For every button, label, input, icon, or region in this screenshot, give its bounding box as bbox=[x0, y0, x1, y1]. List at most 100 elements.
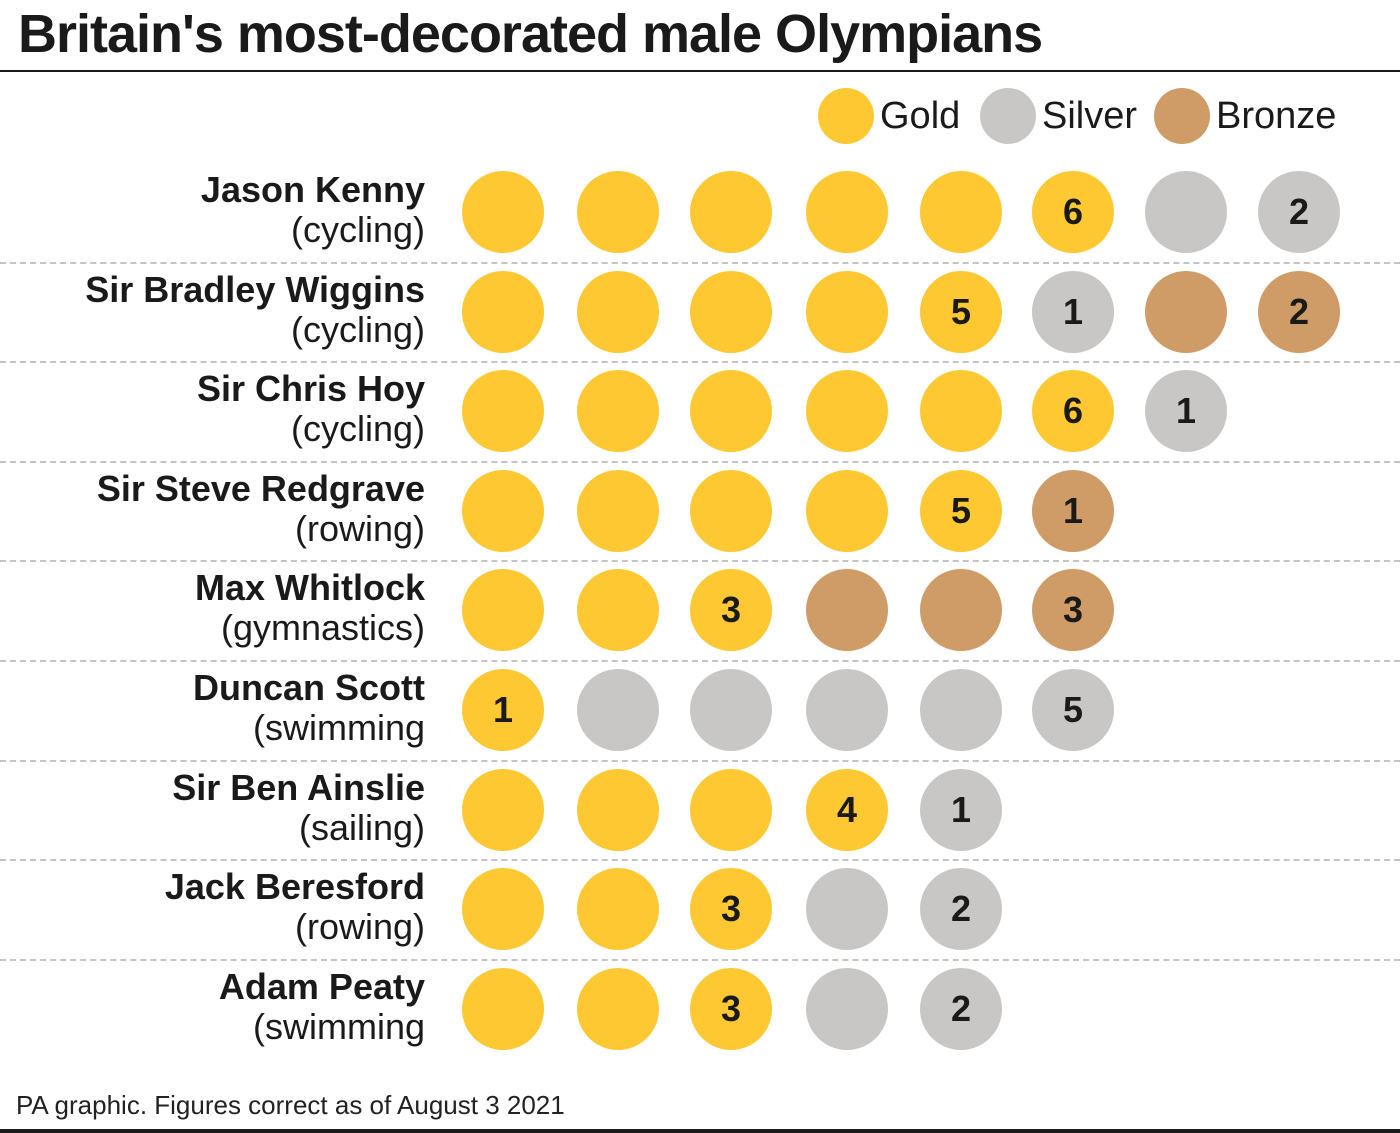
athlete-sport: (cycling) bbox=[290, 408, 425, 450]
gold-medal bbox=[690, 768, 772, 851]
gold-medal bbox=[577, 171, 659, 253]
legend-item-gold: Gold bbox=[818, 88, 960, 144]
legend-label-bronze: Bronze bbox=[1216, 95, 1337, 137]
bronze-medal bbox=[920, 569, 1002, 652]
gold-medal bbox=[806, 171, 888, 253]
row-divider bbox=[0, 361, 1400, 364]
gold-medal bbox=[690, 469, 772, 552]
silver-medal bbox=[806, 868, 888, 951]
gold-medal bbox=[806, 270, 888, 353]
row-divider bbox=[0, 261, 1400, 264]
silver-medal-count: 2 bbox=[920, 868, 1002, 951]
gold-medal-count: 3 bbox=[690, 868, 772, 951]
athlete-label: Jack Beresford (rowing) bbox=[165, 867, 425, 947]
row-divider bbox=[0, 660, 1400, 662]
row-divider bbox=[0, 460, 1400, 463]
athlete-sport: (rowing) bbox=[294, 507, 425, 549]
legend-label-gold: Gold bbox=[880, 95, 961, 137]
gold-medal bbox=[577, 768, 659, 851]
legend-swatch-gold bbox=[818, 88, 874, 144]
gold-medal bbox=[577, 370, 659, 453]
bronze-medal bbox=[806, 569, 888, 652]
gold-medal-count: 3 bbox=[690, 967, 772, 1050]
gold-medal bbox=[920, 370, 1002, 453]
gold-medal bbox=[462, 370, 544, 453]
gold-medal bbox=[577, 868, 659, 951]
athlete-sport: (gymnastics) bbox=[220, 607, 425, 649]
bronze-medal-count: 2 bbox=[1258, 270, 1340, 353]
gold-medal-count: 5 bbox=[920, 469, 1002, 552]
row-divider bbox=[0, 759, 1400, 762]
legend-swatch-bronze bbox=[1154, 88, 1210, 144]
silver-medal-count: 1 bbox=[1032, 270, 1114, 353]
gold-medal bbox=[577, 469, 659, 552]
athlete-sport: (sailing) bbox=[298, 806, 425, 848]
athlete-name: Adam Peaty bbox=[218, 965, 425, 1007]
legend-label-silver: Silver bbox=[1042, 95, 1138, 137]
gold-medal-count: 6 bbox=[1032, 171, 1114, 253]
source-note: PA graphic. Figures correct as of August… bbox=[16, 1090, 565, 1120]
gold-medal bbox=[462, 768, 544, 851]
athlete-label: Sir Steve Redgrave (rowing) bbox=[96, 467, 425, 549]
gold-medal bbox=[806, 469, 888, 552]
athlete-name: Max Whitlock bbox=[194, 567, 425, 609]
bronze-medal bbox=[1145, 270, 1227, 353]
row-divider bbox=[0, 560, 1400, 563]
gold-medal-count: 6 bbox=[1032, 370, 1114, 453]
gold-medal bbox=[690, 270, 772, 353]
athlete-sport: (rowing) bbox=[294, 906, 425, 948]
row-divider bbox=[0, 958, 1400, 961]
athlete-label: Sir Ben Ainslie (sailing) bbox=[172, 766, 425, 848]
gold-medal bbox=[577, 270, 659, 353]
athlete-label: Adam Peaty (swimming bbox=[218, 965, 425, 1047]
silver-medal bbox=[690, 669, 772, 751]
athlete-name: Sir Chris Hoy bbox=[196, 368, 425, 410]
silver-medal bbox=[577, 669, 659, 751]
bronze-medal-count: 3 bbox=[1032, 569, 1114, 652]
gold-medal bbox=[462, 270, 544, 353]
gold-medal bbox=[690, 370, 772, 453]
silver-medal bbox=[920, 669, 1002, 751]
bottom-rule bbox=[0, 1129, 1400, 1133]
athlete-label: Duncan Scott (swimming bbox=[193, 668, 425, 748]
gold-medal bbox=[462, 868, 544, 951]
legend-item-silver: Silver bbox=[980, 88, 1137, 144]
gold-medal bbox=[920, 171, 1002, 253]
chart-title: Britain's most-decorated male Olympians bbox=[18, 4, 1043, 64]
gold-medal bbox=[462, 967, 544, 1050]
silver-medal bbox=[1145, 171, 1227, 253]
athlete-label: Max Whitlock (gymnastics) bbox=[195, 568, 425, 648]
silver-medal-count: 2 bbox=[1258, 171, 1340, 253]
gold-medal bbox=[462, 569, 544, 652]
athlete-label: Sir Bradley Wiggins (cycling) bbox=[85, 268, 425, 350]
athlete-name: Jason Kenny bbox=[200, 169, 425, 210]
athlete-sport: (swimming bbox=[252, 707, 425, 748]
gold-medal bbox=[577, 569, 659, 652]
bronze-medal-count: 1 bbox=[1032, 469, 1114, 552]
gold-medal-count: 3 bbox=[690, 569, 772, 652]
gold-medal bbox=[577, 967, 659, 1050]
athlete-name: Jack Beresford bbox=[164, 866, 425, 908]
gold-medal bbox=[462, 171, 544, 253]
silver-medal bbox=[806, 669, 888, 751]
gold-medal-count: 1 bbox=[462, 669, 544, 751]
athlete-name: Duncan Scott bbox=[192, 667, 425, 708]
gold-medal bbox=[690, 171, 772, 253]
athlete-name: Sir Ben Ainslie bbox=[172, 766, 425, 808]
silver-medal-count: 1 bbox=[1145, 370, 1227, 453]
silver-medal-count: 5 bbox=[1032, 669, 1114, 751]
athlete-name: Sir Bradley Wiggins bbox=[85, 268, 425, 310]
gold-medal-count: 5 bbox=[920, 270, 1002, 353]
silver-medal-count: 1 bbox=[920, 768, 1002, 851]
athlete-sport: (swimming bbox=[252, 1005, 425, 1047]
gold-medal-count: 4 bbox=[806, 768, 888, 851]
athlete-sport: (cycling) bbox=[290, 308, 425, 350]
legend-swatch-silver bbox=[980, 88, 1036, 144]
athlete-label: Jason Kenny (cycling) bbox=[201, 170, 425, 250]
gold-medal bbox=[806, 370, 888, 453]
row-divider bbox=[0, 859, 1400, 862]
legend-item-bronze: Bronze bbox=[1154, 88, 1336, 144]
title-rule bbox=[0, 70, 1400, 72]
athlete-name: Sir Steve Redgrave bbox=[96, 467, 425, 509]
silver-medal-count: 2 bbox=[920, 967, 1002, 1050]
